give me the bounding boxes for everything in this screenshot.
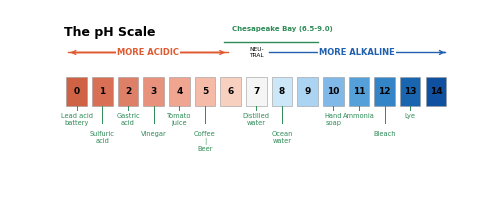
Text: Chesapeake Bay (6.5-9.0): Chesapeake Bay (6.5-9.0) — [232, 26, 332, 32]
Text: 1: 1 — [99, 87, 105, 96]
Bar — [298, 77, 318, 106]
Text: 0: 0 — [74, 87, 80, 96]
Text: MORE ACIDIC: MORE ACIDIC — [117, 48, 179, 57]
Bar — [66, 77, 87, 106]
Text: Vinegar: Vinegar — [140, 131, 166, 137]
Text: MORE ALKALINE: MORE ALKALINE — [319, 48, 394, 57]
Text: 2: 2 — [125, 87, 131, 96]
Text: 11: 11 — [352, 87, 365, 96]
Bar — [92, 77, 112, 106]
Text: Hand
soap: Hand soap — [324, 113, 342, 126]
Bar — [400, 77, 420, 106]
Text: NEU-
TRAL: NEU- TRAL — [249, 47, 264, 58]
Text: Lead acid
battery: Lead acid battery — [60, 113, 92, 126]
Text: 12: 12 — [378, 87, 391, 96]
Text: Distilled
water: Distilled water — [243, 113, 270, 126]
Bar — [220, 77, 241, 106]
Text: Lye: Lye — [404, 113, 415, 119]
Bar — [374, 77, 395, 106]
Bar — [169, 77, 190, 106]
Bar — [272, 77, 292, 106]
Bar — [118, 77, 138, 106]
Text: The pH Scale: The pH Scale — [64, 26, 156, 39]
Text: 7: 7 — [253, 87, 260, 96]
Text: 8: 8 — [279, 87, 285, 96]
Text: Ocean
water: Ocean water — [271, 131, 292, 144]
Text: 3: 3 — [150, 87, 156, 96]
Bar — [426, 77, 446, 106]
Text: 13: 13 — [404, 87, 416, 96]
Text: Ammonia: Ammonia — [343, 113, 375, 119]
Text: Sulfuric
acid: Sulfuric acid — [90, 131, 114, 144]
Bar — [144, 77, 164, 106]
Bar — [323, 77, 344, 106]
Text: Gastric
acid: Gastric acid — [116, 113, 140, 126]
Text: Coffee
|
Beer: Coffee | Beer — [194, 131, 216, 152]
Text: 5: 5 — [202, 87, 208, 96]
Bar — [348, 77, 369, 106]
Text: 9: 9 — [304, 87, 311, 96]
Text: 6: 6 — [228, 87, 234, 96]
Text: Tomato
juice: Tomato juice — [167, 113, 192, 126]
Bar — [246, 77, 266, 106]
Text: 4: 4 — [176, 87, 182, 96]
Text: 10: 10 — [327, 87, 340, 96]
Text: 14: 14 — [430, 87, 442, 96]
Bar — [194, 77, 215, 106]
Text: Bleach: Bleach — [374, 131, 396, 137]
